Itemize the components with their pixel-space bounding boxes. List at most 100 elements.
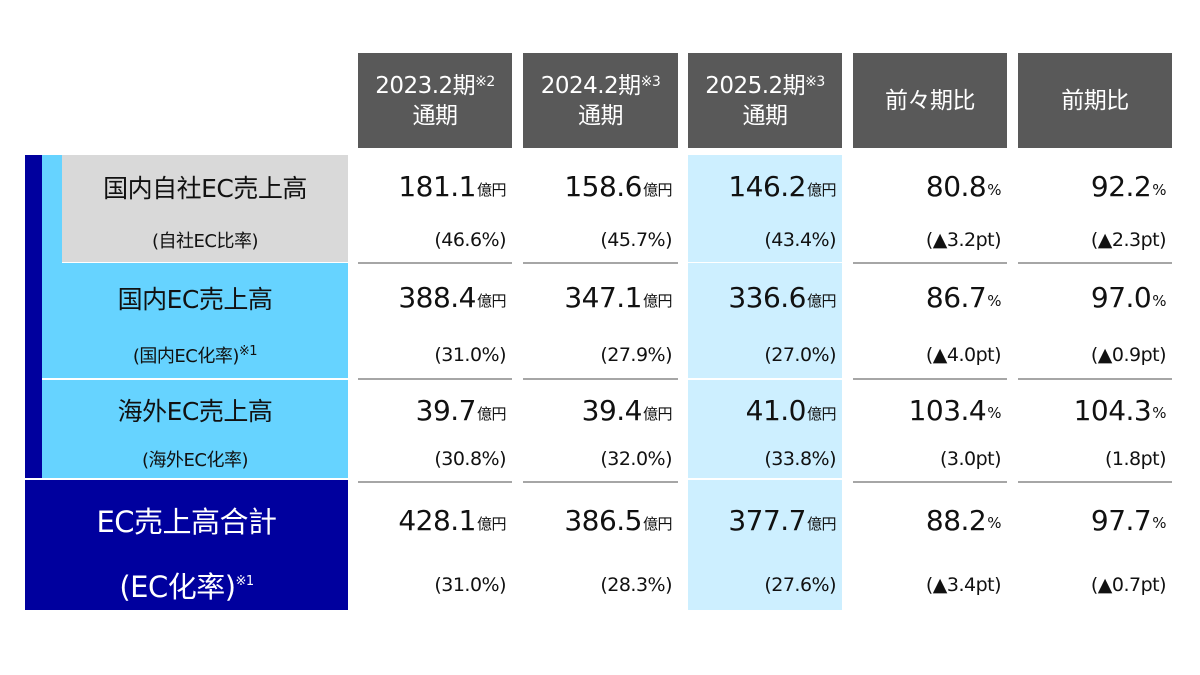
ratio-value: (31.0%) [434, 344, 506, 366]
ratio-cell: (▲4.0pt) [853, 332, 1007, 378]
value-cell: 386.5 億円 [523, 480, 678, 560]
value-cell: 377.7 億円 [688, 480, 842, 560]
header-note: ※3 [640, 73, 661, 90]
value-cell: 347.1 億円 [523, 263, 678, 332]
row-separator [523, 378, 678, 380]
total-label-bg [25, 480, 348, 610]
ratio-value: (31.0%) [434, 574, 506, 596]
row-label-text: EC売上高合計 [96, 505, 277, 539]
row-sub-label-text: (自社EC比率) [152, 231, 259, 252]
value-number: 103.4 [908, 393, 987, 427]
row-sub-label-text: (国内EC化率) [132, 346, 240, 367]
header-period: 2025.2期 [705, 72, 806, 99]
value-cell: 41.0 億円 [688, 380, 842, 440]
row-separator [523, 262, 678, 264]
ratio-value: (27.6%) [764, 574, 836, 596]
header-period: 前々期比 [885, 87, 976, 114]
row-separator [853, 481, 1007, 483]
value-cell: 88.2% [853, 480, 1007, 560]
row-separator [523, 481, 678, 483]
ratio-cell: (▲3.2pt) [853, 218, 1007, 262]
header-line1: 前期比 [1061, 86, 1129, 116]
value-unit: 億円 [806, 404, 837, 423]
header-line1: 前々期比 [885, 86, 976, 116]
ratio-cell: (27.9%) [523, 332, 678, 378]
row-label-text: 海外EC売上高 [117, 397, 273, 426]
value-unit: 億円 [642, 292, 673, 310]
ratio-value: (45.7%) [600, 229, 672, 251]
domestic-light-bar [42, 155, 62, 263]
row-sub-label: (EC化率) ※1 [25, 560, 348, 610]
value-number: 97.0 [1090, 281, 1152, 314]
highlight-cell-bg [688, 480, 842, 610]
outer-dark-bar [25, 155, 42, 480]
value-unit: % [987, 404, 1001, 422]
header-note: ※3 [805, 73, 825, 90]
domestic-label-bg [42, 263, 348, 378]
ratio-cell: (▲2.3pt) [1018, 218, 1172, 262]
header-line1: 2025.2期※3 [705, 71, 825, 101]
row-separator [853, 262, 1007, 264]
ratio-cell: (▲0.7pt) [1018, 560, 1172, 610]
ratio-value: (27.9%) [600, 344, 672, 366]
highlight-cell-bg [688, 380, 842, 478]
row-label-text: 国内EC売上高 [117, 284, 273, 314]
value-unit: % [1152, 514, 1166, 532]
ratio-cell: (46.6%) [358, 218, 512, 262]
ratio-cell: (27.0%) [688, 332, 842, 378]
ratio-cell: (27.6%) [688, 560, 842, 610]
value-unit: 億円 [642, 404, 673, 423]
ratio-cell: (▲0.9pt) [1018, 332, 1172, 378]
value-unit: 億円 [642, 181, 673, 199]
ratio-value: (▲0.9pt) [1090, 344, 1167, 366]
value-cell: 428.1 億円 [358, 480, 512, 560]
value-unit: 億円 [806, 514, 837, 533]
own-ec-label-bg [62, 155, 348, 262]
ratio-value: (28.3%) [600, 574, 672, 596]
row-label-text: 国内自社EC売上高 [103, 173, 307, 203]
value-unit: 億円 [642, 514, 673, 533]
ratio-value: (▲2.3pt) [1090, 229, 1167, 251]
ratio-cell: (43.4%) [688, 218, 842, 262]
value-number: 41.0 [745, 393, 807, 427]
row-separator [358, 378, 512, 380]
value-unit: % [1152, 291, 1166, 310]
value-cell: 97.0% [1018, 263, 1172, 332]
value-number: 336.6 [728, 281, 806, 314]
header-period: 2023.2期 [375, 72, 476, 99]
ratio-value: (30.8%) [434, 448, 506, 470]
row-label: 海外EC売上高 [42, 380, 348, 440]
header-period: 前期比 [1061, 87, 1129, 114]
row-label: EC売上高合計 [25, 480, 348, 560]
value-cell: 158.6 億円 [523, 155, 678, 218]
value-unit: 億円 [476, 181, 507, 199]
header-line1: 2023.2期※2 [375, 71, 495, 101]
ratio-cell: (3.0pt) [853, 440, 1007, 478]
ratio-cell: (31.0%) [358, 560, 512, 610]
value-unit: % [1152, 404, 1166, 422]
value-number: 158.6 [564, 170, 642, 203]
column-header: 前々期比 [853, 53, 1007, 148]
row-separator [853, 378, 1007, 380]
row-sub-label: (海外EC化率) [42, 440, 348, 478]
row-label: 国内自社EC売上高 [62, 155, 348, 218]
value-cell: 388.4 億円 [358, 263, 512, 332]
header-line2: 通期 [412, 102, 459, 129]
ratio-value: (▲3.2pt) [925, 229, 1002, 251]
row-separator [1018, 262, 1172, 264]
value-number: 86.7 [925, 281, 987, 314]
header-line1: 2024.2期※3 [541, 71, 661, 101]
ratio-value: (1.8pt) [1104, 448, 1167, 470]
column-header: 2024.2期※3 通期 [523, 53, 678, 148]
highlight-cell-bg [688, 155, 842, 262]
value-number: 92.2 [1090, 170, 1152, 203]
row-label: 国内EC売上高 [42, 263, 348, 332]
ratio-value: (43.4%) [764, 229, 836, 251]
ratio-cell: (30.8%) [358, 440, 512, 478]
value-cell: 181.1 億円 [358, 155, 512, 218]
value-unit: % [987, 180, 1001, 199]
value-number: 347.1 [564, 281, 642, 314]
value-cell: 39.7 億円 [358, 380, 512, 440]
ratio-cell: (▲3.4pt) [853, 560, 1007, 610]
